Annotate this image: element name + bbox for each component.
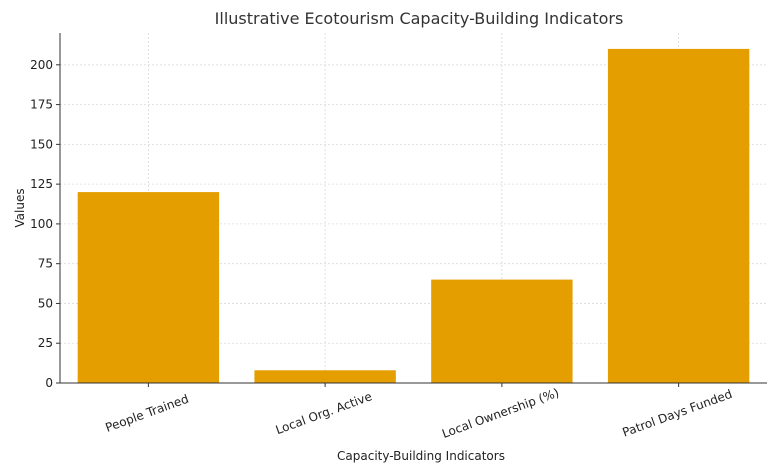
y-tick-label: 0 xyxy=(45,376,53,390)
y-tick-label: 50 xyxy=(38,296,53,310)
x-tick-label: Patrol Days Funded xyxy=(620,387,734,440)
bar-patrol-days-funded xyxy=(607,48,750,384)
chart-title: Illustrative Ecotourism Capacity-Buildin… xyxy=(215,9,624,28)
y-tick-label: 25 xyxy=(38,336,53,350)
x-tick-label: People Trained xyxy=(104,392,191,435)
y-tick-label: 150 xyxy=(30,137,53,151)
y-tick-label: 125 xyxy=(30,177,53,191)
bar-people-trained xyxy=(77,192,220,383)
x-tick-label: Local Ownership (%) xyxy=(440,386,561,441)
bar-local-org-active xyxy=(254,370,396,383)
y-tick-label: 75 xyxy=(38,257,53,271)
axes xyxy=(59,33,767,384)
bars xyxy=(77,48,750,384)
x-ticks: People Trained Local Org. Active Local Own… xyxy=(104,383,734,441)
y-tick-label: 175 xyxy=(30,98,53,112)
y-tick-label: 100 xyxy=(30,217,53,231)
x-axis-label: Capacity-Building Indicators xyxy=(337,449,505,463)
bar-local-ownership xyxy=(431,279,573,383)
y-ticks: 0 25 50 75 100 125 150 175 200 xyxy=(30,58,60,390)
y-axis-label: Values xyxy=(13,188,27,227)
x-tick-label: Local Org. Active xyxy=(274,389,374,437)
y-tick-label: 200 xyxy=(30,58,53,72)
